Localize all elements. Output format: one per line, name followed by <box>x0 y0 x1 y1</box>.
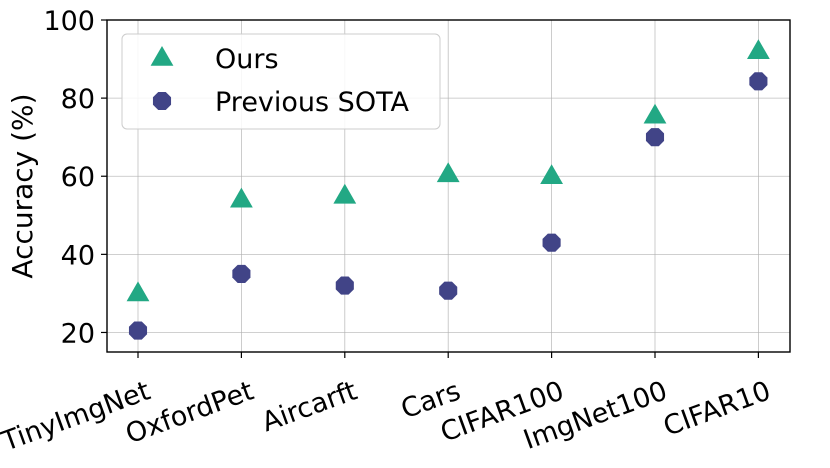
point-previous-sota-aircarft <box>335 276 354 295</box>
marks-layer <box>126 39 770 340</box>
point-previous-sota-cars <box>439 281 458 300</box>
point-ours-cifar10 <box>747 39 770 60</box>
y-tick-label: 20 <box>61 318 95 349</box>
x-tick-label: CIFAR10 <box>659 375 774 442</box>
point-previous-sota-oxfordpet <box>232 264 251 283</box>
point-ours-oxfordpet <box>230 187 253 208</box>
y-tick-label: 60 <box>61 162 95 193</box>
point-ours-aircarft <box>333 183 357 204</box>
legend-label-ours: Ours <box>215 44 279 75</box>
y-tick-label: 80 <box>61 84 95 115</box>
legend: Ours Previous SOTA <box>121 33 441 130</box>
plot-frame <box>106 19 791 353</box>
point-ours-imgnet100 <box>643 103 667 124</box>
point-previous-sota-tinyimgnet <box>128 321 148 340</box>
legend-box <box>121 33 441 130</box>
point-ours-cifar100 <box>540 164 563 185</box>
point-previous-sota-cifar100 <box>542 233 561 252</box>
legend-label-previous-sota: Previous SOTA <box>215 87 409 118</box>
point-ours-tinyimgnet <box>126 281 150 302</box>
legend-marker-previous-sota <box>152 91 172 111</box>
y-tick-label: 40 <box>61 240 95 271</box>
point-ours-cars <box>436 162 460 183</box>
point-previous-sota-imgnet100 <box>645 128 665 147</box>
point-previous-sota-cifar10 <box>749 72 768 91</box>
legend-marker-ours <box>150 46 174 66</box>
y-axis-label: Accuracy (%) <box>6 93 39 278</box>
x-tick-label: Aircarft <box>258 375 361 438</box>
y-tick-label: 100 <box>43 6 95 37</box>
